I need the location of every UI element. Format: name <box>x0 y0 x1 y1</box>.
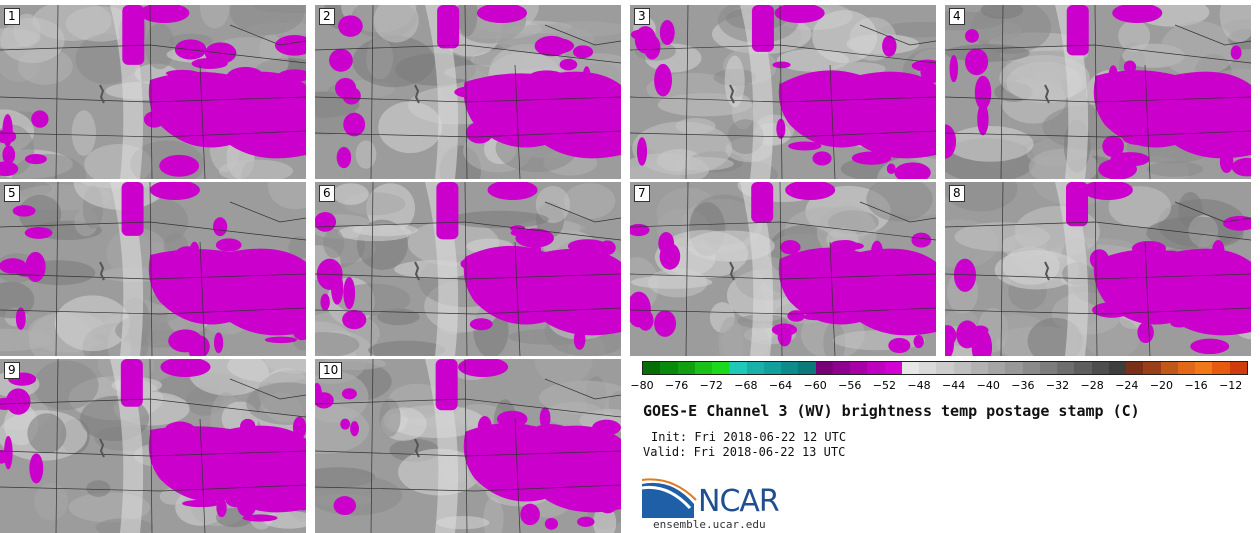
panel-number: 3 <box>634 8 650 25</box>
colorbar-segment <box>1160 362 1178 374</box>
colorbar-tick-label: −32 <box>1045 379 1070 392</box>
postage-stamp-panel: 3 <box>630 5 936 179</box>
colorbar-segment <box>1108 362 1126 374</box>
colorbar-segment <box>781 362 799 374</box>
colorbar-segment <box>677 362 695 374</box>
colorbar <box>642 361 1248 375</box>
colorbar-segment <box>1091 362 1109 374</box>
colorbar-tick-label: −40 <box>976 379 1000 392</box>
ncar-logo-icon <box>642 478 697 518</box>
colorbar-tick-labels: −80 −76 −72 −68 −64 −60 −56 −52 −48 −44 −40 −36 −32−… <box>630 379 1248 393</box>
panel-number: 1 <box>4 8 20 25</box>
wv-brightness-map <box>315 359 621 533</box>
colorbar-segment <box>1057 362 1075 374</box>
colorbar-segment <box>1195 362 1213 374</box>
colorbar-segment <box>936 362 954 374</box>
wv-brightness-map <box>945 182 1251 356</box>
valid-time: Valid: Fri 2018-06-22 13 UTC <box>643 445 846 459</box>
wv-brightness-map <box>315 5 621 179</box>
site-url: ensemble.ucar.edu <box>653 518 766 531</box>
colorbar-tick-label: −20 <box>1149 379 1174 392</box>
colorbar-segment <box>884 362 902 374</box>
postage-stamp-panel: 6 <box>315 182 621 356</box>
colorbar-segment <box>1212 362 1230 374</box>
colorbar-tick-label: −76 <box>665 379 689 392</box>
init-time: Init: Fri 2018-06-22 12 UTC <box>651 430 847 444</box>
colorbar-segment <box>1229 362 1247 374</box>
colorbar-segment <box>643 362 661 374</box>
colorbar-segment <box>832 362 850 374</box>
colorbar-segment <box>660 362 678 374</box>
wv-brightness-map <box>630 5 936 179</box>
colorbar-segment <box>850 362 868 374</box>
colorbar-tick-label: −60 <box>803 379 827 392</box>
colorbar-segment <box>919 362 937 374</box>
colorbar-segment <box>1005 362 1023 374</box>
panel-number: 9 <box>4 362 20 379</box>
colorbar-tick-label: −24 <box>1115 379 1139 392</box>
colorbar-segment <box>729 362 747 374</box>
colorbar-segment <box>901 362 919 374</box>
postage-stamp-panel: 8 <box>945 182 1251 356</box>
panel-number: 7 <box>634 185 650 202</box>
colorbar-segment <box>1039 362 1057 374</box>
postage-stamp-panel: 5 <box>0 182 306 356</box>
colorbar-tick-label: −36 <box>1011 379 1035 392</box>
figure-title: GOES-E Channel 3 (WV) brightness temp po… <box>643 402 1140 420</box>
colorbar-tick-label: −80 <box>630 379 654 392</box>
wv-brightness-map <box>0 182 306 356</box>
panel-number: 8 <box>949 185 965 202</box>
colorbar-segment <box>1022 362 1040 374</box>
colorbar-segment <box>867 362 885 374</box>
colorbar-segment <box>815 362 833 374</box>
colorbar-segment <box>694 362 712 374</box>
colorbar-tick-label: −12 <box>1219 379 1243 392</box>
colorbar-segment <box>953 362 971 374</box>
colorbar-tick-label: −64 <box>768 379 793 392</box>
postage-stamp-panel: 10 <box>315 359 621 533</box>
panel-number: 4 <box>949 8 965 25</box>
postage-stamp-panel: 2 <box>315 5 621 179</box>
colorbar-tick-label: −56 <box>838 379 862 392</box>
postage-stamp-panel: 9 <box>0 359 306 533</box>
colorbar-segment <box>1143 362 1161 374</box>
wv-brightness-map <box>0 359 306 533</box>
colorbar-segment <box>970 362 988 374</box>
colorbar-tick-label: −48 <box>907 379 931 392</box>
colorbar-tick-label: −68 <box>734 379 758 392</box>
wv-brightness-map <box>945 5 1251 179</box>
colorbar-segment <box>798 362 816 374</box>
panel-number: 10 <box>319 362 343 379</box>
colorbar-tick-label: −44 <box>942 379 966 392</box>
wv-brightness-map <box>0 5 306 179</box>
panel-number: 6 <box>319 185 335 202</box>
colorbar-tick-label: −72 <box>699 379 723 392</box>
colorbar-tick-label: −52 <box>872 379 896 392</box>
colorbar-segment <box>712 362 730 374</box>
wv-brightness-map <box>630 182 936 356</box>
postage-stamp-panel: 1 <box>0 5 306 179</box>
colorbar-segment <box>988 362 1006 374</box>
postage-stamp-panel: 4 <box>945 5 1251 179</box>
colorbar-segment <box>763 362 781 374</box>
colorbar-segment <box>1126 362 1144 374</box>
colorbar-tick-label: −28 <box>1080 379 1104 392</box>
postage-stamp-panel: 7 <box>630 182 936 356</box>
colorbar-segment <box>1177 362 1195 374</box>
colorbar-segment <box>1074 362 1092 374</box>
colorbar-segment <box>746 362 764 374</box>
panel-number: 2 <box>319 8 335 25</box>
colorbar-tick-label: −16 <box>1184 379 1208 392</box>
wv-brightness-map <box>315 182 621 356</box>
logo-text: NCAR <box>698 484 780 519</box>
panel-number: 5 <box>4 185 20 202</box>
